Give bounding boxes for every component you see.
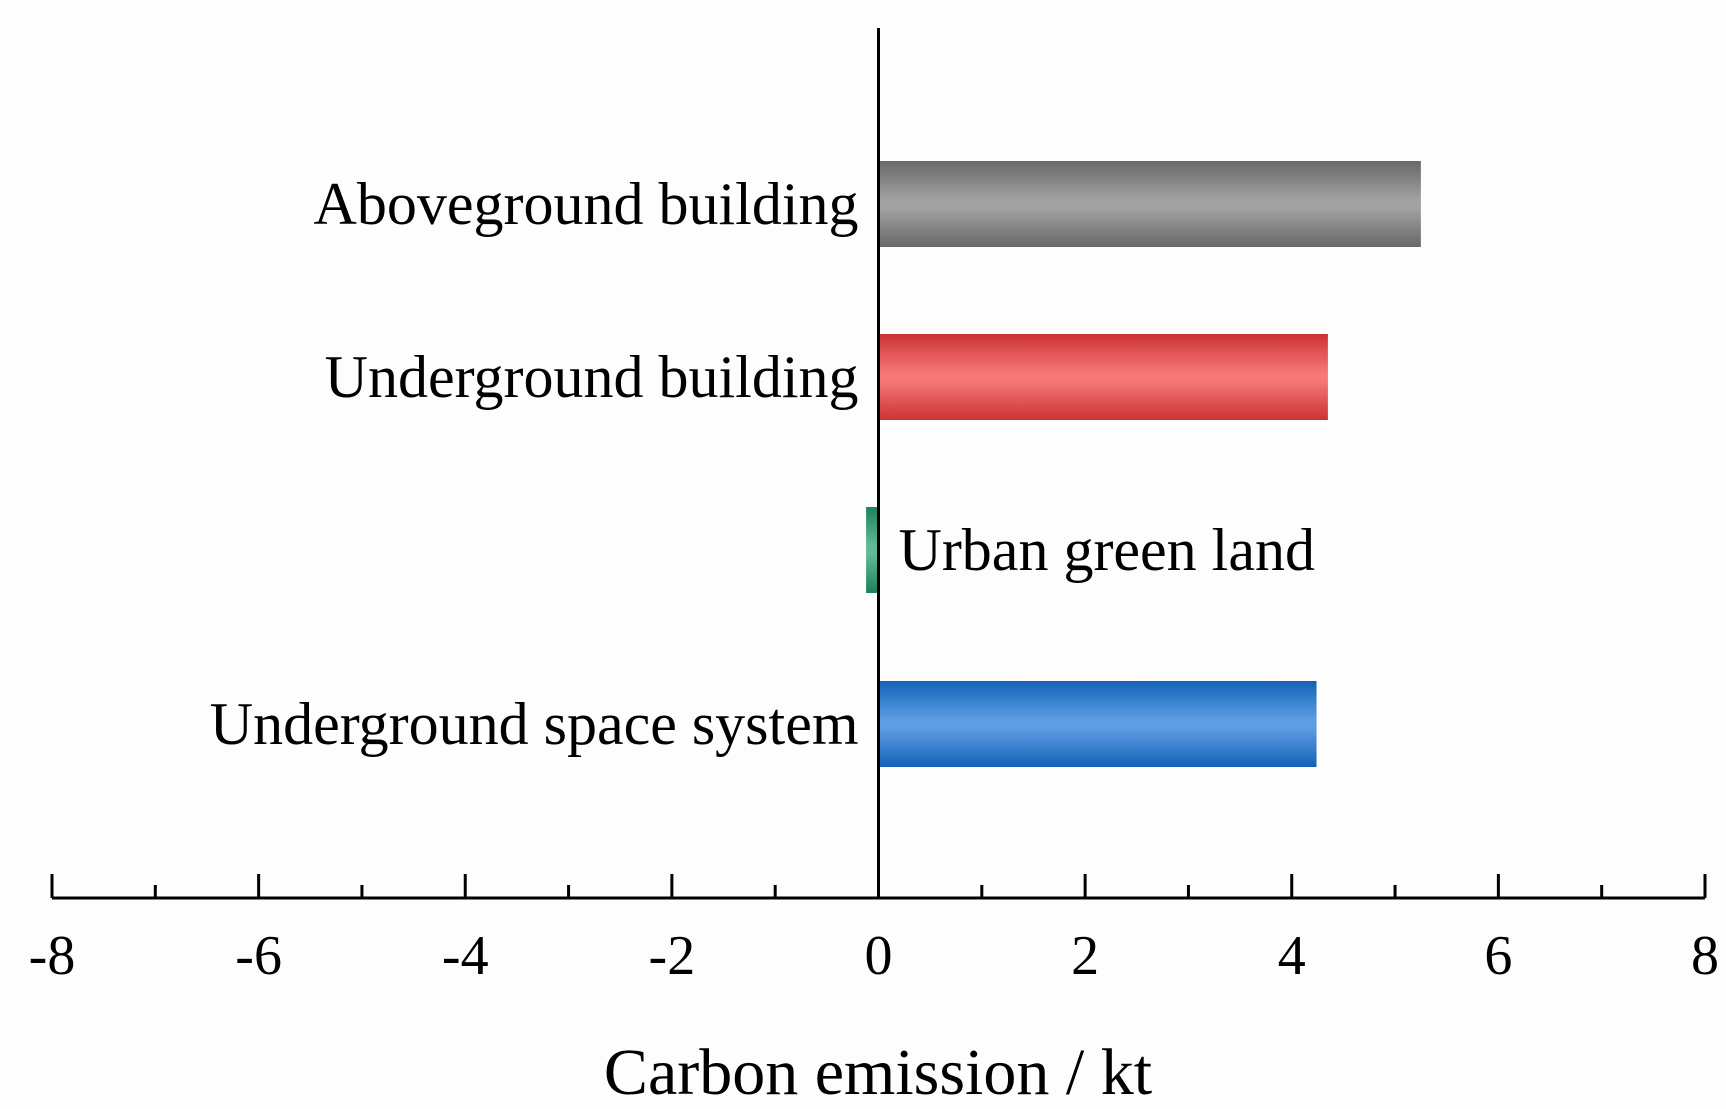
x-tick-label: -6 <box>235 925 282 987</box>
x-axis: -8 -6 -4 -2 0 2 4 6 8 <box>29 874 1719 987</box>
x-tick-label: -8 <box>29 925 76 987</box>
x-axis-title: Carbon emission / kt <box>604 1036 1152 1109</box>
category-label-aboveground-building: Aboveground building <box>314 171 859 237</box>
category-labels: Aboveground building Underground building… <box>210 171 1315 757</box>
category-label-underground-building: Underground building <box>325 344 859 410</box>
bar-aboveground-building <box>878 161 1421 247</box>
x-tick-label: 6 <box>1484 925 1512 987</box>
bars-group <box>866 161 1421 767</box>
bar-urban-green-land <box>866 507 879 593</box>
x-tick-label: -4 <box>442 925 489 987</box>
x-tick-label: -2 <box>649 925 696 987</box>
x-tick-label: 2 <box>1071 925 1099 987</box>
x-tick-label: 8 <box>1691 925 1719 987</box>
bar-underground-space-system <box>878 681 1317 767</box>
x-tick-label: 4 <box>1278 925 1306 987</box>
bar-underground-building <box>878 334 1328 420</box>
category-label-underground-space-system: Underground space system <box>210 691 859 757</box>
category-label-urban-green-land: Urban green land <box>899 517 1315 583</box>
x-tick-label: 0 <box>865 925 893 987</box>
